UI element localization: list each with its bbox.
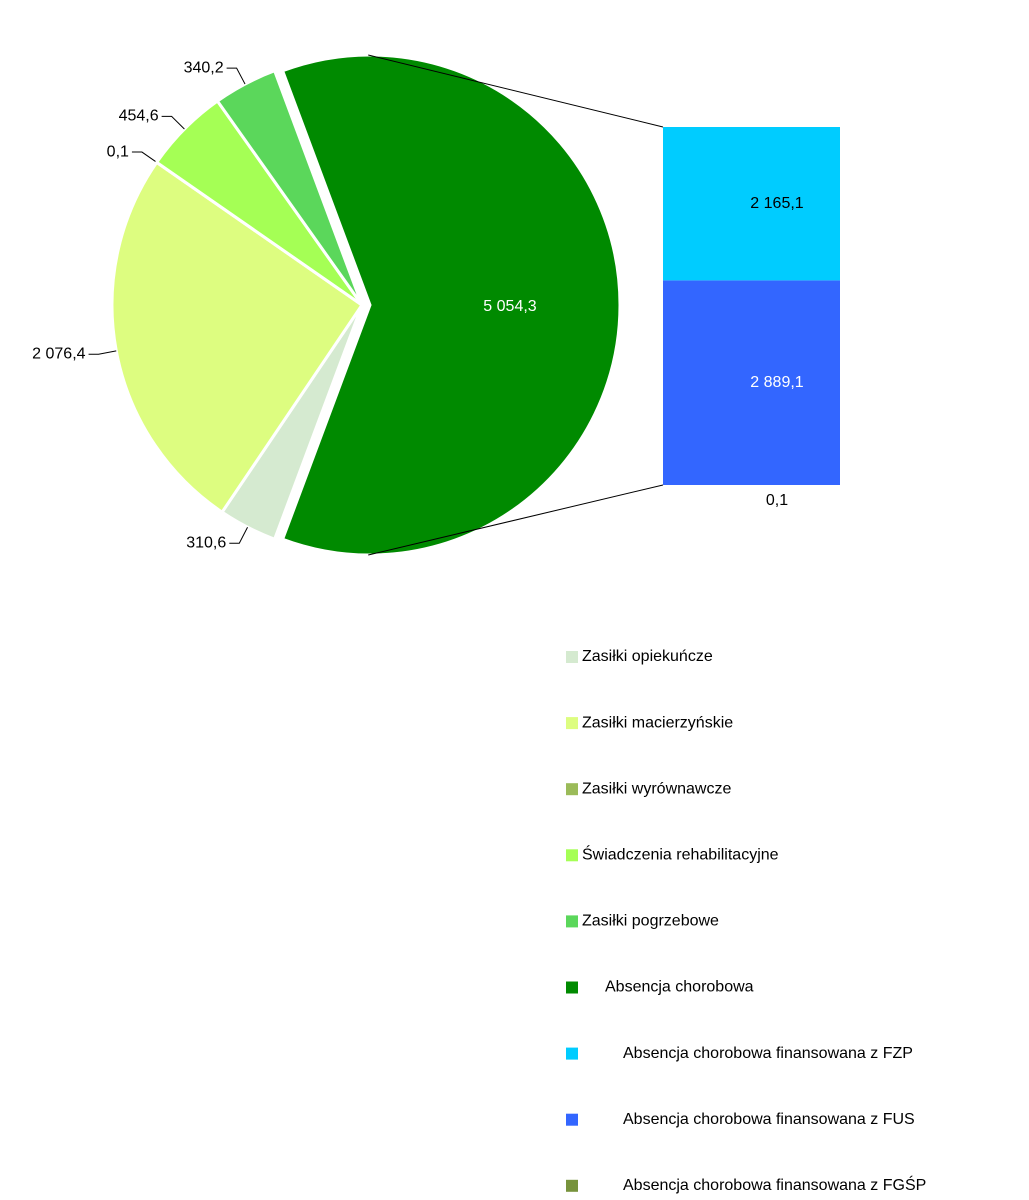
legend-label: Absencja chorobowa <box>605 979 754 996</box>
data-label: 2 889,1 <box>750 374 803 391</box>
leader-line <box>229 527 248 544</box>
bar-segment <box>663 280 840 485</box>
legend-swatch <box>566 981 578 994</box>
data-label: 0,1 <box>107 143 129 160</box>
leader-line <box>131 151 157 163</box>
leader-line <box>226 67 246 85</box>
legend-label: Zasiłki wyrównawcze <box>582 780 731 797</box>
leader-line <box>88 350 117 355</box>
legend-swatch <box>566 849 578 862</box>
data-label: 340,2 <box>184 59 224 76</box>
bar-segment <box>663 127 840 281</box>
data-label: 5 054,3 <box>483 298 536 315</box>
legend-swatch <box>566 1179 578 1192</box>
data-label: 0,1 <box>766 492 788 509</box>
data-label: 2 165,1 <box>750 195 803 212</box>
pie-slice <box>215 68 364 306</box>
data-label: 2 076,4 <box>32 345 85 362</box>
legend-swatch <box>566 717 578 730</box>
legend-label: Zasiłki opiekuńcze <box>582 648 713 665</box>
data-label: 310,6 <box>186 534 226 551</box>
leader-line <box>161 115 185 130</box>
legend-swatch <box>566 1047 578 1060</box>
legend-label: Zasiłki macierzyńskie <box>582 714 733 731</box>
legend-label: Świadczenia rehabilitacyjne <box>582 845 779 864</box>
connector-line <box>368 484 664 556</box>
connector-line <box>368 54 664 128</box>
legend-label: Absencja chorobowa finansowana z FZP <box>623 1045 913 1062</box>
pie-slice <box>110 160 365 515</box>
legend-swatch <box>566 783 578 796</box>
legend-label: Absencja chorobowa finansowana z FUS <box>623 1111 915 1128</box>
legend-swatch <box>566 651 578 663</box>
data-label: 454,6 <box>119 108 159 125</box>
legend-label: Zasiłki pogrzebowe <box>582 913 719 930</box>
legend-swatch <box>566 915 578 928</box>
pie-slice <box>280 53 622 557</box>
legend-label: Absencja chorobowa finansowana z FGŚP <box>623 1175 926 1194</box>
legend-swatch <box>566 1113 578 1126</box>
